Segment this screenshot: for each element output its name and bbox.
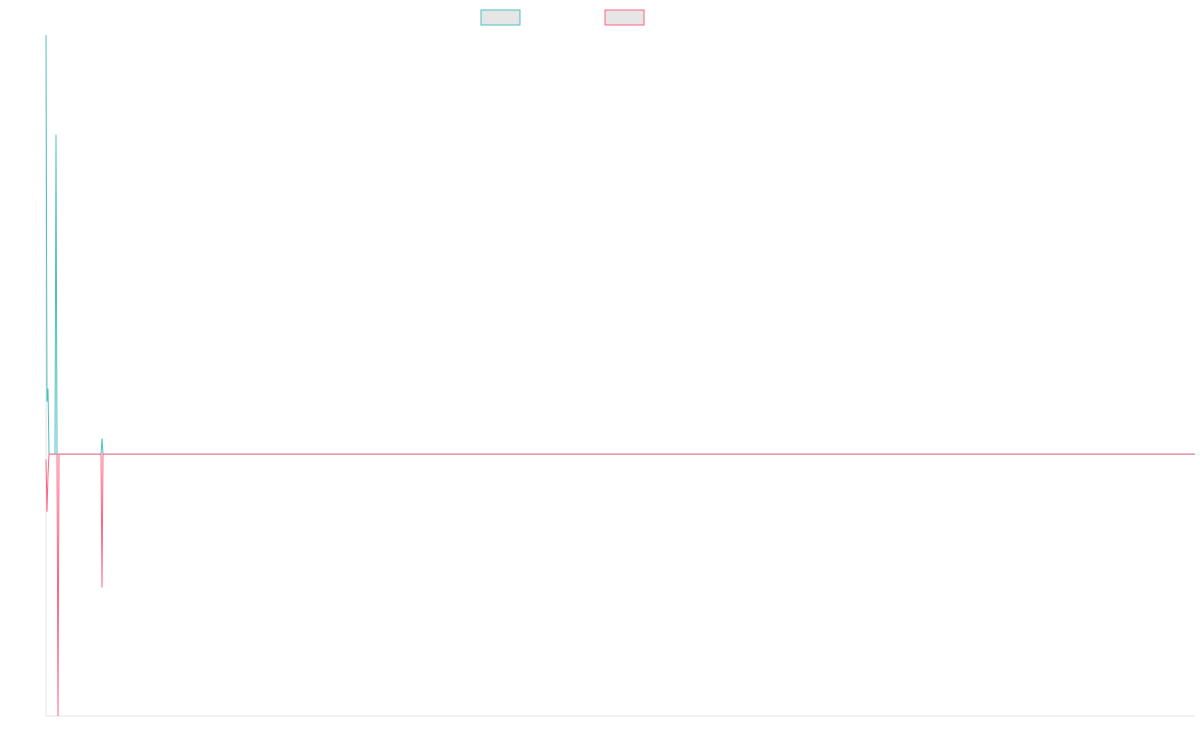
series-line-series-2 [45, 453, 1195, 717]
plot-area [45, 34, 1195, 717]
legend-swatch-series-1[interactable] [480, 9, 521, 26]
series-line-series-1 [45, 34, 1195, 455]
axes [45, 35, 1195, 717]
legend-swatch-series-2[interactable] [604, 9, 645, 26]
legend [480, 9, 645, 26]
